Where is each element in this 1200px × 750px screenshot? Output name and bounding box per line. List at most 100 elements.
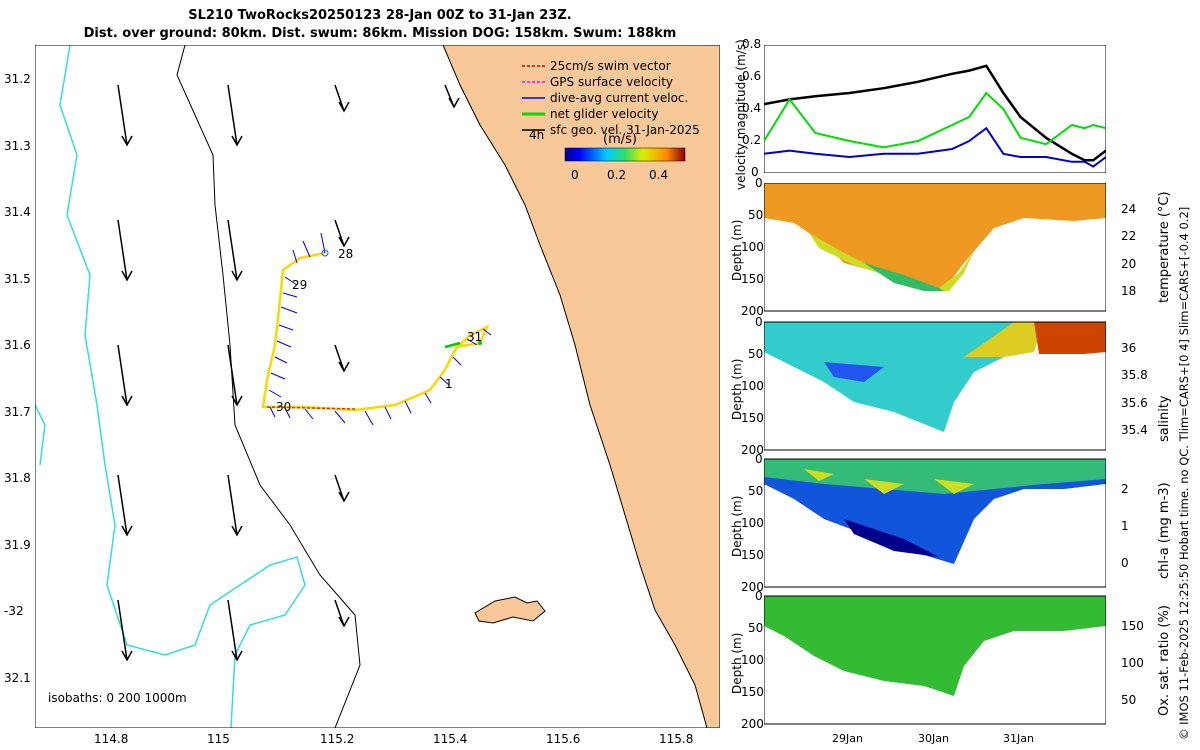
cbar-label-0: temperature (°C) [1157,191,1172,303]
depth-tick-2-2: 100 [741,516,764,530]
geo-arrow [334,84,345,112]
lat-tick-3: 31.5 [4,271,31,286]
lon-tick-0: 114.8 [94,732,129,746]
depth-tick-3-4: 200 [741,717,764,731]
lon-tick-1: 115 [207,732,230,746]
xtick-31jan: 31Jan [1003,732,1034,745]
geo-arrow [227,344,238,406]
day-label-29: 29 [292,278,307,292]
geo-arrow [227,599,238,661]
glider-track [261,232,492,426]
depth-label-2: Depth (m) [730,495,744,557]
geo-arrow [117,599,128,661]
geo-arrow-head [121,270,133,282]
lat-tick-4: 31.6 [4,338,31,352]
geo-arrow [227,474,238,536]
geo-arrow-head [231,650,243,662]
velocity-line-0 [764,64,1106,162]
oxygen-section [764,595,1106,725]
geo-arrow [117,84,128,146]
depth-tick-1-1: 50 [748,347,764,361]
cbar-tick-3-1: 100 [1121,656,1144,670]
depth-tick-0-4: 200 [741,304,764,318]
map-panel: 28 29 30 31 1 25cm/s swim vector GPS sur… [35,45,720,728]
geo-arrow-head [338,101,350,113]
isobath-1000m-west [35,404,46,466]
cbar-tick-2-2: 2 [1121,482,1129,497]
cbar-tick-0-2: 22 [1121,229,1137,244]
lat-tick-6: 31.8 [4,471,31,485]
net-glider-velocity [444,341,461,349]
depth-tick-1-4: 200 [741,443,764,457]
cbar-tick-1-2: 35.8 [1121,368,1148,383]
velocity-line-2 [764,126,1106,168]
depth-tick-3-1: 50 [748,621,764,635]
cbar-tick-3-2: 150 [1121,619,1144,634]
track-current-vectors [268,232,492,426]
lat-tick-1: 31.3 [4,138,31,153]
geo-arrow-head [338,616,350,628]
velocity-chart [764,45,1106,173]
figure-subtitle: Dist. over ground: 80km. Dist. swum: 86k… [83,26,677,41]
lat-tick-0: 31.2 [4,72,31,86]
geo-arrow [334,599,345,627]
geo-arrow-head [448,97,460,109]
depth-tick-0-0: 0 [755,176,763,190]
legend-geo: sfc geo. vel. 31-Jan-2025 [550,123,700,137]
depth-tick-3-2: 100 [741,653,764,667]
geo-arrow-head [121,525,133,537]
xtick-30jan: 30Jan [918,732,949,745]
cbar-tick-3-0: 50 [1121,692,1137,707]
cbar-tick-2-0: 0 [1121,555,1129,570]
geostrophic-arrows [117,84,460,662]
geo-arrow [334,474,345,502]
lon-tick-4: 115.6 [546,732,581,746]
vel-ytick-0.6: 0.6 [742,69,762,83]
lon-tick-5: 115.8 [659,732,694,746]
lat-tick-2: 31.4 [4,205,31,219]
vel-ytick-0.8: 0.8 [742,37,762,51]
cbar-tick-2-1: 1 [1121,519,1129,533]
isobath-1000m [59,45,306,728]
depth-tick-3-0: 0 [755,589,763,603]
geo-arrow [334,344,345,372]
colorbar-tick-2: 0.4 [649,168,668,182]
velocity-series [764,64,1106,168]
lon-tick-3: 115.4 [433,732,468,746]
depth-tick-1-2: 100 [741,379,764,393]
section-panels [764,183,1106,725]
temperature-section [764,183,1106,312]
rottnest-island [474,596,546,624]
vel-ytick-0.2: 0.2 [742,133,762,147]
cbar-label-3: Ox. sat. ratio (%) [1157,605,1172,716]
depth-label-3: Depth (m) [730,632,744,694]
geo-arrow [227,84,238,146]
depth-tick-2-0: 0 [755,452,763,466]
lat-tick-8: -32 [4,604,24,618]
speed-colorbar [564,147,686,162]
cbar-tick-0-1: 20 [1121,256,1137,271]
cbar-label-2: chl-a (mg m-3) [1157,482,1172,579]
depth-tick-3-3: 150 [741,685,764,699]
cbar-tick-0-3: 24 [1121,201,1137,216]
track-yellow [261,251,490,412]
legend-gps: GPS surface velocity [550,75,673,89]
colorbar-tick-1: 0.2 [607,168,626,182]
lon-tick-2: 115.2 [320,732,355,746]
legend-time: 4h [529,128,544,142]
land [442,45,720,728]
depth-tick-2-1: 50 [748,484,764,498]
legend-swim: 25cm/s swim vector [550,59,671,73]
day-label-28: 28 [338,247,353,261]
track-end-marker [478,341,482,345]
velocity-line-1 [764,91,1106,149]
vel-ytick-0.4: 0.4 [742,101,762,115]
geo-arrow-head [231,395,243,407]
colorbar-title: (m/s) [603,132,637,147]
depth-tick-1-3: 150 [741,411,764,425]
day-label-31: 31 [467,330,482,344]
depth-tick-2-3: 150 [741,548,764,562]
cbar-tick-1-1: 35.6 [1121,395,1148,410]
geo-arrow-head [231,135,243,147]
day-label-30: 30 [276,400,291,414]
